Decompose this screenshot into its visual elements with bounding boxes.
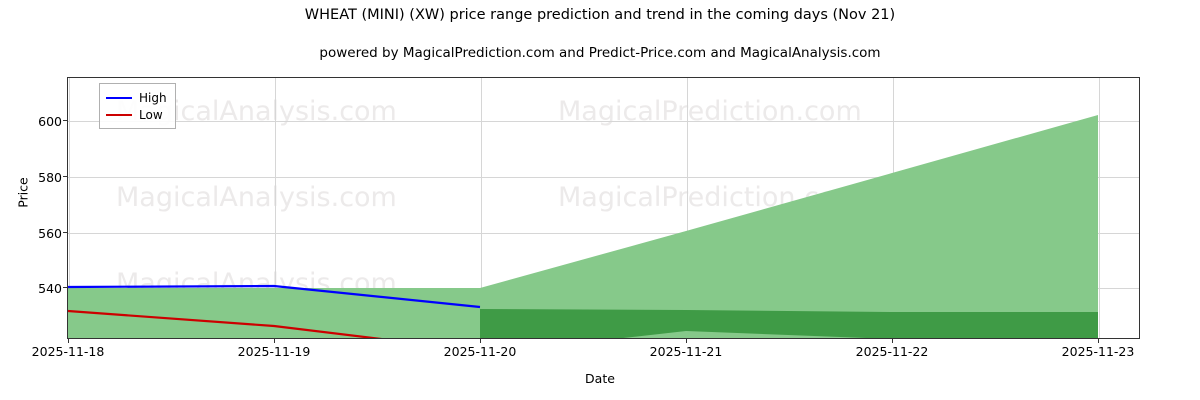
x-tick-mark — [892, 339, 893, 343]
chart-title: WHEAT (MINI) (XW) price range prediction… — [304, 7, 896, 23]
gridline-horizontal — [68, 177, 1139, 178]
x-tick-mark — [686, 339, 687, 343]
x-tick-label-4: 2025-11-22 — [855, 344, 929, 359]
gridline-horizontal — [68, 233, 1139, 234]
chart-svg — [68, 115, 1098, 338]
y-tick-mark — [63, 176, 67, 177]
gridline-vertical — [275, 78, 276, 338]
y-tick-label-540: 540 — [38, 281, 62, 296]
x-tick-mark — [1098, 339, 1099, 343]
gridline-horizontal — [68, 121, 1139, 122]
x-tick-label-1: 2025-11-19 — [237, 344, 311, 359]
x-tick-label-3: 2025-11-21 — [649, 344, 723, 359]
chart-legend: High Low — [99, 83, 176, 129]
x-axis-label: Date — [585, 371, 615, 386]
legend-item-high: High — [106, 89, 167, 106]
legend-swatch-high-icon — [106, 96, 132, 99]
chart-subtitle: powered by MagicalPrediction.com and Pre… — [319, 45, 881, 61]
series-line-low — [68, 309, 383, 338]
x-tick-mark — [274, 339, 275, 343]
legend-item-low: Low — [106, 106, 167, 123]
y-tick-mark — [63, 232, 67, 233]
gridline-vertical — [1099, 78, 1100, 338]
x-tick-label-5: 2025-11-23 — [1061, 344, 1135, 359]
y-tick-label-560: 560 — [38, 226, 62, 241]
y-tick-mark — [63, 287, 67, 288]
y-tick-label-600: 600 — [38, 114, 62, 129]
y-tick-mark — [63, 120, 67, 121]
series-line-high — [68, 284, 481, 309]
outer-range-band — [68, 115, 1098, 338]
x-tick-label-2: 2025-11-20 — [443, 344, 517, 359]
legend-label-high: High — [139, 90, 167, 105]
plot-area: MagicalAnalysis.com MagicalPrediction.co… — [67, 77, 1140, 339]
gridline-vertical — [69, 78, 70, 338]
x-tick-label-0: 2025-11-18 — [31, 344, 105, 359]
legend-label-low: Low — [139, 107, 163, 122]
inner-range-band — [480, 309, 1098, 338]
y-tick-label-580: 580 — [38, 170, 62, 185]
x-tick-mark — [480, 339, 481, 343]
legend-swatch-low-icon — [106, 113, 132, 116]
gridline-vertical — [481, 78, 482, 338]
gridline-vertical — [687, 78, 688, 338]
x-tick-mark — [68, 339, 69, 343]
